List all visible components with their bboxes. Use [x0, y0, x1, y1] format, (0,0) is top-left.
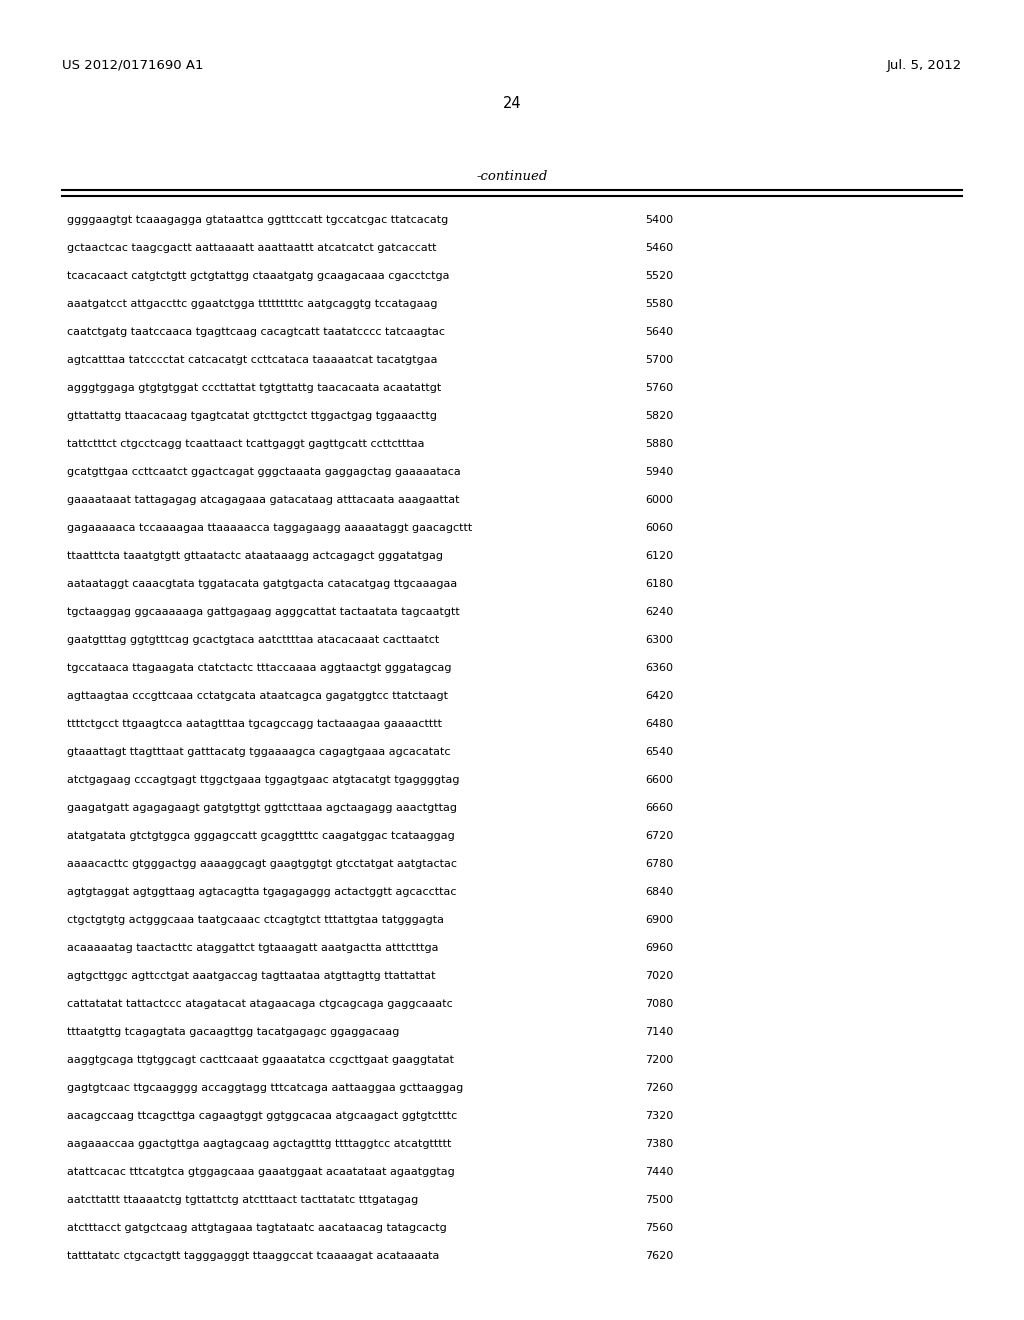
Text: cattatatat tattactccc atagatacat atagaacaga ctgcagcaga gaggcaaatc: cattatatat tattactccc atagatacat atagaac…	[67, 999, 453, 1008]
Text: gtaaattagt ttagtttaat gatttacatg tggaaaagca cagagtgaaa agcacatatc: gtaaattagt ttagtttaat gatttacatg tggaaaa…	[67, 747, 451, 756]
Text: 5820: 5820	[645, 411, 673, 421]
Text: 6000: 6000	[645, 495, 673, 506]
Text: 6720: 6720	[645, 832, 673, 841]
Text: ctgctgtgtg actgggcaaa taatgcaaac ctcagtgtct tttattgtaa tatgggagta: ctgctgtgtg actgggcaaa taatgcaaac ctcagtg…	[67, 915, 444, 925]
Text: tatttatatc ctgcactgtt tagggagggt ttaaggccat tcaaaagat acataaaata: tatttatatc ctgcactgtt tagggagggt ttaaggc…	[67, 1251, 439, 1261]
Text: ttaatttcta taaatgtgtt gttaatactc ataataaagg actcagagct gggatatgag: ttaatttcta taaatgtgtt gttaatactc ataataa…	[67, 550, 443, 561]
Text: tttaatgttg tcagagtata gacaagttgg tacatgagagc ggaggacaag: tttaatgttg tcagagtata gacaagttgg tacatga…	[67, 1027, 399, 1038]
Text: aacagccaag ttcagcttga cagaagtggt ggtggcacaa atgcaagact ggtgtctttc: aacagccaag ttcagcttga cagaagtggt ggtggca…	[67, 1111, 458, 1121]
Text: agggtggaga gtgtgtggat cccttattat tgtgttattg taacacaata acaatattgt: agggtggaga gtgtgtggat cccttattat tgtgtta…	[67, 383, 441, 393]
Text: aataataggt caaacgtata tggatacata gatgtgacta catacatgag ttgcaaagaa: aataataggt caaacgtata tggatacata gatgtga…	[67, 579, 458, 589]
Text: aaggtgcaga ttgtggcagt cacttcaaat ggaaatatca ccgcttgaat gaaggtatat: aaggtgcaga ttgtggcagt cacttcaaat ggaaata…	[67, 1055, 454, 1065]
Text: US 2012/0171690 A1: US 2012/0171690 A1	[62, 58, 204, 71]
Text: gaatgtttag ggtgtttcag gcactgtaca aatcttttaa atacacaaat cacttaatct: gaatgtttag ggtgtttcag gcactgtaca aatcttt…	[67, 635, 439, 645]
Text: 7140: 7140	[645, 1027, 673, 1038]
Text: 6900: 6900	[645, 915, 673, 925]
Text: agtcatttaa tatcccctat catcacatgt ccttcataca taaaaatcat tacatgtgaa: agtcatttaa tatcccctat catcacatgt ccttcat…	[67, 355, 437, 366]
Text: agtgtaggat agtggttaag agtacagtta tgagagaggg actactggtt agcaccttac: agtgtaggat agtggttaag agtacagtta tgagaga…	[67, 887, 457, 898]
Text: agtgcttggc agttcctgat aaatgaccag tagttaataa atgttagttg ttattattat: agtgcttggc agttcctgat aaatgaccag tagttaa…	[67, 972, 435, 981]
Text: 6180: 6180	[645, 579, 673, 589]
Text: 6540: 6540	[645, 747, 673, 756]
Text: aaatgatcct attgaccttc ggaatctgga tttttttttc aatgcaggtg tccatagaag: aaatgatcct attgaccttc ggaatctgga ttttttt…	[67, 300, 437, 309]
Text: gaaaataaat tattagagag atcagagaaa gatacataag atttacaata aaagaattat: gaaaataaat tattagagag atcagagaaa gatacat…	[67, 495, 460, 506]
Text: 7320: 7320	[645, 1111, 673, 1121]
Text: Jul. 5, 2012: Jul. 5, 2012	[887, 58, 962, 71]
Text: 6660: 6660	[645, 803, 673, 813]
Text: caatctgatg taatccaaca tgagttcaag cacagtcatt taatatcccc tatcaagtac: caatctgatg taatccaaca tgagttcaag cacagtc…	[67, 327, 445, 337]
Text: 7200: 7200	[645, 1055, 673, 1065]
Text: atctgagaag cccagtgagt ttggctgaaa tggagtgaac atgtacatgt tgaggggtag: atctgagaag cccagtgagt ttggctgaaa tggagtg…	[67, 775, 460, 785]
Text: 5940: 5940	[645, 467, 673, 477]
Text: 7020: 7020	[645, 972, 673, 981]
Text: 6480: 6480	[645, 719, 673, 729]
Text: gctaactcac taagcgactt aattaaaatt aaattaattt atcatcatct gatcaccatt: gctaactcac taagcgactt aattaaaatt aaattaa…	[67, 243, 436, 253]
Text: 7560: 7560	[645, 1224, 673, 1233]
Text: atattcacac tttcatgtca gtggagcaaa gaaatggaat acaatataat agaatggtag: atattcacac tttcatgtca gtggagcaaa gaaatgg…	[67, 1167, 455, 1177]
Text: tgctaaggag ggcaaaaaga gattgagaag agggcattat tactaatata tagcaatgtt: tgctaaggag ggcaaaaaga gattgagaag agggcat…	[67, 607, 460, 616]
Text: 6960: 6960	[645, 942, 673, 953]
Text: 6840: 6840	[645, 887, 673, 898]
Text: tattctttct ctgcctcagg tcaattaact tcattgaggt gagttgcatt ccttctttaa: tattctttct ctgcctcagg tcaattaact tcattga…	[67, 440, 425, 449]
Text: 6120: 6120	[645, 550, 673, 561]
Text: 7260: 7260	[645, 1082, 673, 1093]
Text: 6600: 6600	[645, 775, 673, 785]
Text: ttttctgcct ttgaagtcca aatagtttaa tgcagccagg tactaaagaa gaaaactttt: ttttctgcct ttgaagtcca aatagtttaa tgcagcc…	[67, 719, 442, 729]
Text: 6780: 6780	[645, 859, 673, 869]
Text: 7080: 7080	[645, 999, 673, 1008]
Text: gcatgttgaa ccttcaatct ggactcagat gggctaaata gaggagctag gaaaaataca: gcatgttgaa ccttcaatct ggactcagat gggctaa…	[67, 467, 461, 477]
Text: gaagatgatt agagagaagt gatgtgttgt ggttcttaaa agctaagagg aaactgttag: gaagatgatt agagagaagt gatgtgttgt ggttctt…	[67, 803, 457, 813]
Text: 5580: 5580	[645, 300, 673, 309]
Text: 6060: 6060	[645, 523, 673, 533]
Text: 5700: 5700	[645, 355, 673, 366]
Text: 7620: 7620	[645, 1251, 673, 1261]
Text: 5760: 5760	[645, 383, 673, 393]
Text: 24: 24	[503, 95, 521, 111]
Text: 5460: 5460	[645, 243, 673, 253]
Text: 7440: 7440	[645, 1167, 674, 1177]
Text: 7500: 7500	[645, 1195, 673, 1205]
Text: 5520: 5520	[645, 271, 673, 281]
Text: aaaacacttc gtgggactgg aaaaggcagt gaagtggtgt gtcctatgat aatgtactac: aaaacacttc gtgggactgg aaaaggcagt gaagtgg…	[67, 859, 457, 869]
Text: acaaaaatag taactacttc ataggattct tgtaaagatt aaatgactta atttctttga: acaaaaatag taactacttc ataggattct tgtaaag…	[67, 942, 438, 953]
Text: tgccataaca ttagaagata ctatctactc tttaccaaaa aggtaactgt gggatagcag: tgccataaca ttagaagata ctatctactc tttacca…	[67, 663, 452, 673]
Text: gagtgtcaac ttgcaagggg accaggtagg tttcatcaga aattaaggaa gcttaaggag: gagtgtcaac ttgcaagggg accaggtagg tttcatc…	[67, 1082, 463, 1093]
Text: atatgatata gtctgtggca gggagccatt gcaggttttc caagatggac tcataaggag: atatgatata gtctgtggca gggagccatt gcaggtt…	[67, 832, 455, 841]
Text: gttattattg ttaacacaag tgagtcatat gtcttgctct ttggactgag tggaaacttg: gttattattg ttaacacaag tgagtcatat gtcttgc…	[67, 411, 437, 421]
Text: 5640: 5640	[645, 327, 673, 337]
Text: ggggaagtgt tcaaagagga gtataattca ggtttccatt tgccatcgac ttatcacatg: ggggaagtgt tcaaagagga gtataattca ggtttcc…	[67, 215, 449, 224]
Text: 5400: 5400	[645, 215, 673, 224]
Text: -continued: -continued	[476, 170, 548, 183]
Text: atctttacct gatgctcaag attgtagaaa tagtataatc aacataacag tatagcactg: atctttacct gatgctcaag attgtagaaa tagtata…	[67, 1224, 446, 1233]
Text: tcacacaact catgtctgtt gctgtattgg ctaaatgatg gcaagacaaa cgacctctga: tcacacaact catgtctgtt gctgtattgg ctaaatg…	[67, 271, 450, 281]
Text: aagaaaccaa ggactgttga aagtagcaag agctagtttg ttttaggtcc atcatgttttt: aagaaaccaa ggactgttga aagtagcaag agctagt…	[67, 1139, 452, 1148]
Text: 7380: 7380	[645, 1139, 673, 1148]
Text: aatcttattt ttaaaatctg tgttattctg atctttaact tacttatatc tttgatagag: aatcttattt ttaaaatctg tgttattctg atcttta…	[67, 1195, 418, 1205]
Text: 6420: 6420	[645, 690, 673, 701]
Text: gagaaaaaca tccaaaagaa ttaaaaacca taggagaagg aaaaataggt gaacagcttt: gagaaaaaca tccaaaagaa ttaaaaacca taggaga…	[67, 523, 472, 533]
Text: 6300: 6300	[645, 635, 673, 645]
Text: agttaagtaa cccgttcaaa cctatgcata ataatcagca gagatggtcc ttatctaagt: agttaagtaa cccgttcaaa cctatgcata ataatca…	[67, 690, 449, 701]
Text: 6240: 6240	[645, 607, 673, 616]
Text: 6360: 6360	[645, 663, 673, 673]
Text: 5880: 5880	[645, 440, 673, 449]
